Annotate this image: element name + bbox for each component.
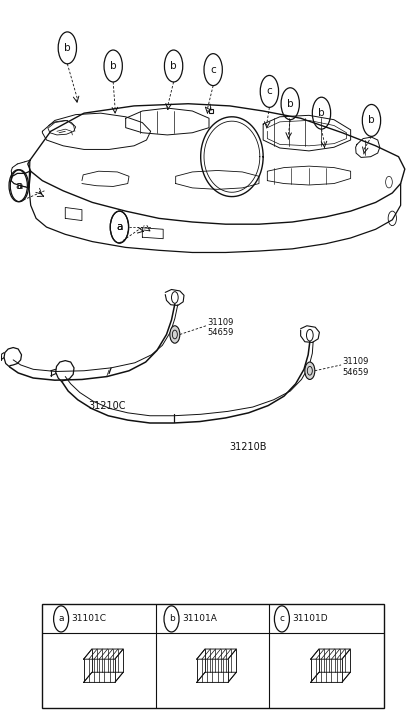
Text: a: a xyxy=(16,181,23,190)
Text: 31101D: 31101D xyxy=(292,614,328,624)
Text: b: b xyxy=(110,61,117,71)
Text: b: b xyxy=(168,614,174,624)
Text: 31101C: 31101C xyxy=(71,614,107,624)
Text: b: b xyxy=(368,116,375,126)
Text: a: a xyxy=(15,181,21,190)
Text: c: c xyxy=(279,614,284,624)
Text: 31109
54659: 31109 54659 xyxy=(207,318,234,337)
Text: 31210B: 31210B xyxy=(229,442,267,452)
Text: a: a xyxy=(59,614,64,624)
Bar xyxy=(42,604,384,708)
Text: c: c xyxy=(210,65,216,75)
Circle shape xyxy=(170,326,180,343)
Text: b: b xyxy=(64,43,71,53)
Text: b: b xyxy=(318,108,325,119)
Text: 31109
54659: 31109 54659 xyxy=(342,358,369,377)
Text: c: c xyxy=(267,87,272,97)
Circle shape xyxy=(305,362,315,379)
Text: 31101A: 31101A xyxy=(182,614,217,624)
Text: a: a xyxy=(116,222,122,232)
Text: 31210C: 31210C xyxy=(88,401,126,411)
Text: b: b xyxy=(170,61,177,71)
Text: b: b xyxy=(287,99,293,109)
Text: a: a xyxy=(116,222,122,232)
